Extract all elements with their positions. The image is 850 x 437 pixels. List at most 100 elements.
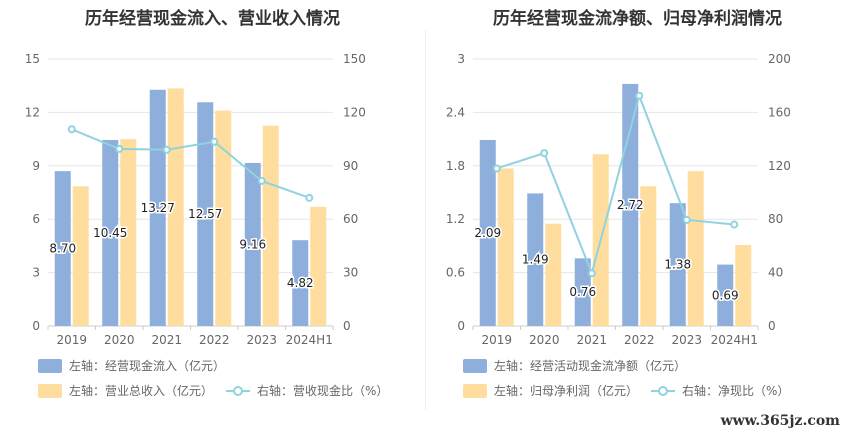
x-axis-tick-label: 2020 (529, 333, 560, 347)
right-axis-tick-label: 200 (768, 52, 791, 66)
legend-swatch (38, 359, 62, 373)
bar-data-label: 1.49 (522, 253, 549, 267)
bar-data-label: 8.70 (49, 242, 76, 256)
bar-primary (102, 139, 119, 326)
right-axis-tick-label: 40 (768, 266, 783, 280)
x-axis-tick-label: 2022 (199, 333, 230, 347)
line-point (540, 149, 549, 158)
bar-secondary (545, 223, 562, 326)
bar-secondary (687, 171, 704, 326)
right-chart: 0 0 0.6 40 1.2 80 1.8 120 2.4 160 3 200 2019 2020 2021… (446, 52, 791, 398)
bar-primary (54, 171, 71, 326)
legend-marker (233, 386, 243, 396)
bar-data-label: 4.82 (287, 276, 314, 290)
line-point (492, 164, 501, 173)
bar-primary (527, 193, 544, 326)
legend-label: 左轴：经营活动现金流净额（亿元） (494, 358, 686, 373)
line-point (210, 137, 219, 146)
bar-data-label: 12.57 (188, 207, 222, 221)
bar-data-label: 0.69 (712, 288, 739, 302)
x-axis-tick-label: 2021 (576, 333, 607, 347)
legend-label: 右轴：净现比（%） (682, 383, 789, 398)
line-point (730, 220, 739, 229)
line-series (71, 128, 310, 199)
left-chart-panel: 历年经营现金流入、营业收入情况 0 0 3 30 6 60 9 90 12 120 15 150 201… (25, 9, 388, 398)
line-point (305, 193, 314, 202)
left-axis-tick-label: 0 (457, 319, 465, 333)
bar-primary (479, 139, 496, 326)
bar-data-label: 9.16 (239, 237, 266, 251)
legend-label: 左轴：经营现金流入（亿元） (69, 358, 225, 373)
bar-primary (717, 264, 734, 326)
bar-secondary (262, 125, 279, 326)
line-point (635, 91, 644, 100)
bar-data-label: 2.72 (617, 198, 644, 212)
bar-data-label: 10.45 (93, 226, 127, 240)
right-axis-tick-label: 0 (343, 319, 351, 333)
right-axis-tick-label: 120 (768, 159, 791, 173)
left-axis-tick-label: 15 (25, 52, 40, 66)
bar-secondary (72, 186, 89, 326)
bar-data-label: 1.38 (664, 258, 691, 272)
bar-primary (197, 102, 214, 326)
legend-marker (658, 386, 668, 396)
bar-primary (669, 203, 686, 326)
left-axis-tick-label: 9 (32, 159, 40, 173)
left-axis-tick-label: 12 (25, 105, 40, 119)
bar-data-label: 0.76 (569, 285, 596, 299)
left-axis-tick-label: 0.6 (446, 266, 465, 280)
left-axis-tick-label: 1.8 (446, 159, 465, 173)
legend-label: 右轴：营收现金比（%） (257, 383, 388, 398)
bar-primary (244, 162, 261, 326)
legend-swatch (463, 384, 487, 398)
watermark: www.365jz.com (720, 413, 840, 429)
right-axis-tick-label: 150 (343, 52, 366, 66)
line-point (587, 269, 596, 278)
left-axis-tick-label: 1.2 (446, 212, 465, 226)
x-axis-tick-label: 2020 (104, 333, 135, 347)
left-axis-tick-label: 0 (32, 319, 40, 333)
legend-swatch (463, 359, 487, 373)
legend-swatch (38, 384, 62, 398)
line-series (496, 92, 735, 277)
left-axis-tick-label: 6 (32, 212, 40, 226)
right-axis-tick-label: 120 (343, 105, 366, 119)
left-axis-tick-label: 3 (457, 52, 465, 66)
bar-secondary (120, 139, 137, 326)
bar-secondary (735, 245, 752, 326)
x-axis-tick-label: 2019 (56, 333, 87, 347)
line-point (67, 125, 76, 134)
right-axis-tick-label: 80 (768, 212, 783, 226)
bar-secondary (310, 206, 327, 326)
right-axis-tick-label: 30 (343, 266, 358, 280)
bar-secondary (215, 110, 232, 327)
x-axis-tick-label: 2019 (481, 333, 512, 347)
right-axis-tick-label: 90 (343, 159, 358, 173)
right-axis-tick-label: 0 (768, 319, 776, 333)
x-axis-tick-label: 2024H1 (286, 333, 333, 347)
left-axis-tick-label: 2.4 (446, 105, 465, 119)
line-point (682, 215, 691, 224)
bar-primary (292, 240, 309, 326)
bar-data-label: 2.09 (474, 226, 501, 240)
legend-label: 左轴：营业总收入（亿元） (69, 383, 213, 398)
legend-label: 左轴：归母净利润（亿元） (494, 383, 638, 398)
bar-primary (574, 258, 591, 326)
bar-data-label: 13.27 (141, 201, 175, 215)
right-axis-tick-label: 60 (343, 212, 358, 226)
bar-secondary (640, 186, 657, 326)
x-axis-tick-label: 2024H1 (711, 333, 758, 347)
bar-secondary (497, 168, 514, 326)
x-axis-tick-label: 2023 (671, 333, 702, 347)
right-chart-title: 历年经营现金流净额、归母净利润情况 (493, 9, 782, 29)
right-chart-panel: 历年经营现金流净额、归母净利润情况 0 0 0.6 40 1.2 80 1.8 120 2.4 1… (425, 0, 850, 437)
x-axis-tick-label: 2021 (151, 333, 182, 347)
right-axis-tick-label: 160 (768, 105, 791, 119)
panel-divider (425, 30, 426, 410)
left-chart: 0 0 3 30 6 60 9 90 12 120 15 150 2019 2020 2021 2022 202… (25, 52, 388, 398)
line-point (115, 144, 124, 153)
x-axis-tick-label: 2023 (246, 333, 277, 347)
left-axis-tick-label: 3 (32, 266, 40, 280)
line-point (162, 145, 171, 154)
line-point (257, 176, 266, 185)
